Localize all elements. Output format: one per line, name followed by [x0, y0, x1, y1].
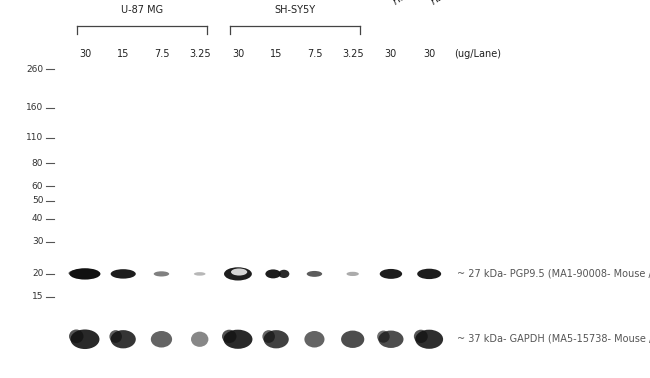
Text: ~ 27 kDa- PGP9.5 (MA1-90008- Mouse / IgG): ~ 27 kDa- PGP9.5 (MA1-90008- Mouse / IgG… — [457, 269, 650, 279]
Ellipse shape — [194, 272, 205, 276]
Text: 20: 20 — [32, 270, 44, 279]
Text: ~ 37 kDa- GAPDH (MA5-15738- Mouse / IgG): ~ 37 kDa- GAPDH (MA5-15738- Mouse / IgG) — [457, 334, 650, 344]
Ellipse shape — [111, 330, 136, 349]
Ellipse shape — [380, 269, 402, 279]
Ellipse shape — [70, 330, 99, 349]
Ellipse shape — [304, 331, 324, 347]
Text: 30: 30 — [423, 49, 436, 59]
Text: U-87 MG: U-87 MG — [122, 5, 163, 15]
Ellipse shape — [346, 272, 359, 276]
Ellipse shape — [69, 330, 83, 343]
Ellipse shape — [307, 271, 322, 277]
Text: SH-SY5Y: SH-SY5Y — [275, 5, 316, 15]
Ellipse shape — [151, 331, 172, 347]
Text: 80: 80 — [32, 159, 44, 168]
Ellipse shape — [70, 268, 101, 280]
Text: 30: 30 — [79, 49, 91, 59]
Text: 15: 15 — [32, 292, 44, 301]
Ellipse shape — [111, 269, 136, 279]
Ellipse shape — [415, 330, 443, 349]
Text: 15: 15 — [270, 49, 282, 59]
Ellipse shape — [278, 270, 289, 278]
Text: 15: 15 — [117, 49, 129, 59]
Text: 110: 110 — [26, 133, 44, 142]
Ellipse shape — [224, 330, 252, 349]
Text: 30: 30 — [32, 237, 44, 246]
Ellipse shape — [68, 270, 90, 277]
Ellipse shape — [265, 270, 281, 278]
Ellipse shape — [264, 330, 289, 349]
Text: 3.25: 3.25 — [342, 49, 363, 59]
Text: 30: 30 — [385, 49, 397, 59]
Ellipse shape — [377, 330, 390, 343]
Ellipse shape — [154, 271, 169, 276]
Ellipse shape — [191, 332, 209, 347]
Text: 30: 30 — [232, 49, 244, 59]
Text: HeLa: HeLa — [391, 0, 417, 7]
Ellipse shape — [414, 330, 428, 343]
Ellipse shape — [109, 330, 122, 343]
Text: 50: 50 — [32, 196, 44, 205]
Text: 40: 40 — [32, 214, 44, 223]
Ellipse shape — [263, 330, 275, 343]
Text: 60: 60 — [32, 182, 44, 191]
Ellipse shape — [224, 267, 252, 280]
Text: 260: 260 — [26, 65, 44, 74]
Text: HEK-293: HEK-293 — [429, 0, 469, 7]
Ellipse shape — [417, 269, 441, 279]
Ellipse shape — [341, 330, 364, 348]
Text: (ug/Lane): (ug/Lane) — [454, 49, 501, 59]
Text: 7.5: 7.5 — [153, 49, 169, 59]
Text: 160: 160 — [26, 103, 44, 112]
Text: 3.25: 3.25 — [189, 49, 211, 59]
Text: 7.5: 7.5 — [307, 49, 322, 59]
Ellipse shape — [378, 330, 404, 348]
Ellipse shape — [231, 268, 247, 276]
Ellipse shape — [222, 330, 237, 343]
